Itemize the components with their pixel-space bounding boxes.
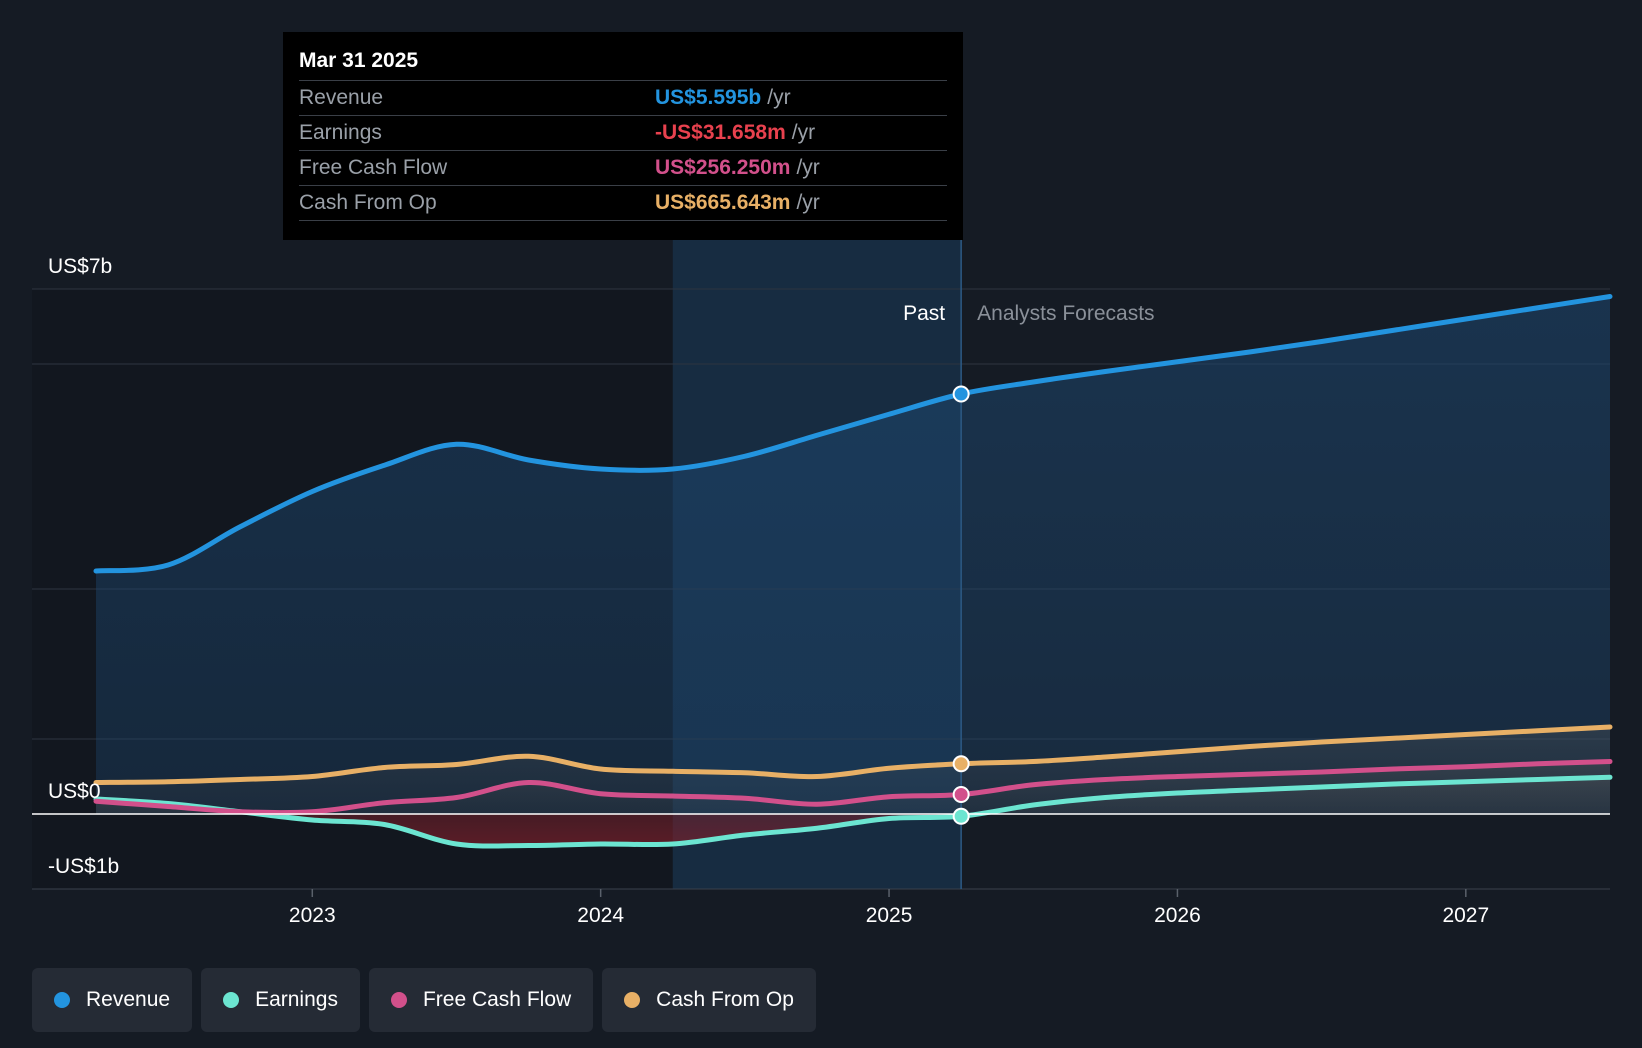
legend-label: Free Cash Flow bbox=[422, 988, 572, 1011]
x-tick-label: 2024 bbox=[577, 904, 624, 927]
tooltip-row-free-cash-flow: Free Cash Flow US$256.250m /yr bbox=[299, 151, 947, 186]
series-lines bbox=[93, 294, 1613, 849]
past-label: Past bbox=[903, 302, 945, 325]
tooltip-row-value: US$665.643m bbox=[655, 191, 791, 214]
earnings-line bbox=[93, 774, 1613, 849]
legend-item-revenue[interactable]: Revenue bbox=[32, 968, 193, 1032]
x-axis-ticks: 2023 2024 2025 2026 2027 bbox=[289, 889, 1489, 927]
legend-label: Earnings bbox=[255, 988, 338, 1011]
cash-from-op-dot-icon bbox=[624, 992, 641, 1008]
earnings-negative-area bbox=[96, 814, 1610, 847]
x-tick-label: 2025 bbox=[866, 904, 913, 927]
tooltip-row-unit: /yr bbox=[767, 86, 791, 109]
cash-from-op-marker bbox=[952, 755, 970, 773]
free-cash-flow-marker bbox=[952, 786, 970, 803]
cash-from-op-line bbox=[93, 724, 1613, 785]
chart-legend: Revenue Earnings Free Cash Flow Cash Fro… bbox=[32, 968, 816, 1032]
earnings-marker bbox=[952, 807, 970, 825]
revenue-dot-icon bbox=[54, 992, 70, 1008]
y-axis-zero-label: US$0 bbox=[48, 780, 101, 803]
revenue-line bbox=[93, 294, 1613, 574]
tooltip-row-cash-from-op: Cash From Op US$665.643m /yr bbox=[299, 186, 947, 221]
legend-label: Revenue bbox=[86, 988, 171, 1011]
tooltip-row-label: Free Cash Flow bbox=[299, 156, 448, 179]
tooltip-row-earnings: Earnings -US$31.658m /yr bbox=[299, 116, 947, 151]
tooltip-date: Mar 31 2025 bbox=[299, 46, 947, 81]
y-axis-bottom-label: -US$1b bbox=[48, 855, 119, 878]
hover-markers bbox=[952, 385, 970, 825]
revenue-marker bbox=[952, 385, 970, 403]
x-tick-label: 2027 bbox=[1442, 904, 1489, 927]
legend-item-free-cash-flow[interactable]: Free Cash Flow bbox=[368, 968, 594, 1032]
tooltip-row-unit: /yr bbox=[796, 156, 820, 179]
revenue-area bbox=[96, 296, 1610, 814]
legend-label: Cash From Op bbox=[656, 988, 794, 1011]
free-cash-flow-line bbox=[93, 759, 1613, 816]
tooltip-row-revenue: Revenue US$5.595b /yr bbox=[299, 81, 947, 116]
tooltip-row-value: US$5.595b bbox=[655, 86, 762, 109]
y-axis-top-label: US$7b bbox=[48, 255, 112, 278]
free-cash-flow-dot-icon bbox=[390, 992, 407, 1008]
data-tooltip: Mar 31 2025 Revenue US$5.595b /yr Earnin… bbox=[283, 32, 963, 240]
tooltip-row-label: Revenue bbox=[299, 86, 384, 109]
tooltip-row-value: -US$31.658m bbox=[655, 121, 786, 144]
earnings-dot-icon bbox=[223, 992, 240, 1008]
tooltip-row-unit: /yr bbox=[791, 121, 816, 144]
tooltip-row-value: US$256.250m bbox=[655, 156, 791, 179]
legend-item-cash-from-op[interactable]: Cash From Op bbox=[602, 968, 816, 1032]
legend-item-earnings[interactable]: Earnings bbox=[201, 968, 360, 1032]
forecast-label: Analysts Forecasts bbox=[977, 302, 1154, 325]
tooltip-row-label: Earnings bbox=[299, 121, 382, 144]
tooltip-row-unit: /yr bbox=[796, 191, 820, 214]
x-tick-label: 2026 bbox=[1154, 904, 1201, 927]
tooltip-row-label: Cash From Op bbox=[299, 191, 437, 214]
x-tick-label: 2023 bbox=[289, 904, 336, 927]
